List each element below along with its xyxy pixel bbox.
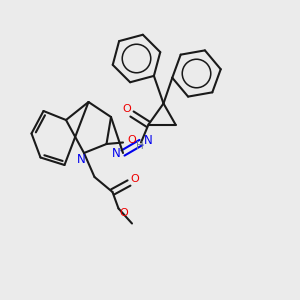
- Text: H: H: [136, 141, 143, 151]
- Text: O: O: [122, 103, 131, 114]
- Text: O: O: [119, 208, 128, 218]
- Text: N: N: [112, 147, 121, 160]
- Text: O: O: [127, 135, 136, 145]
- Text: N: N: [144, 134, 153, 148]
- Text: O: O: [130, 174, 140, 184]
- Text: N: N: [76, 153, 85, 166]
